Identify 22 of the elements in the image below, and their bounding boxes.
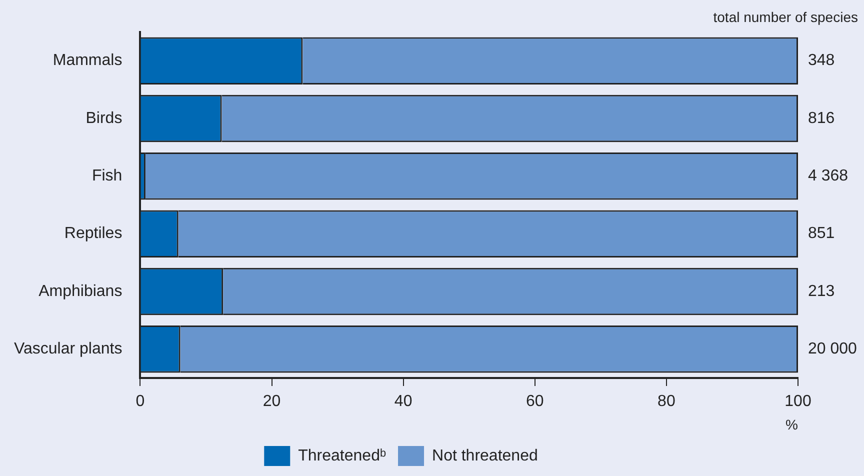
y-tick-label: Birds xyxy=(86,110,122,127)
y-tick-label: Vascular plants xyxy=(14,340,122,358)
text: 851 xyxy=(808,225,835,242)
text: 348 xyxy=(808,52,835,70)
x-tick-label: 20 xyxy=(262,393,281,410)
text: 213 xyxy=(808,282,835,300)
legend-label: Not threatened xyxy=(432,447,538,464)
text: 20 000 xyxy=(808,340,858,358)
x-tick-label: 100 xyxy=(784,393,812,410)
x-tick-label: 80 xyxy=(658,393,676,410)
legend-label: Threatenedᵇ xyxy=(298,447,386,464)
y-tick-label: Mammals xyxy=(52,52,122,70)
y-tick-label: Amphibians xyxy=(38,282,122,300)
x-tick-label: 60 xyxy=(526,393,544,410)
x-axis-title: % xyxy=(786,416,798,432)
text: total number of species xyxy=(713,8,858,25)
x-tick-label: 0 xyxy=(136,393,145,410)
x-tick-label: 40 xyxy=(394,393,412,410)
y-tick-label: Reptiles xyxy=(64,225,122,242)
text: 816 xyxy=(808,110,835,127)
text: 4 368 xyxy=(808,168,848,185)
y-tick-label: Fish xyxy=(92,168,122,185)
